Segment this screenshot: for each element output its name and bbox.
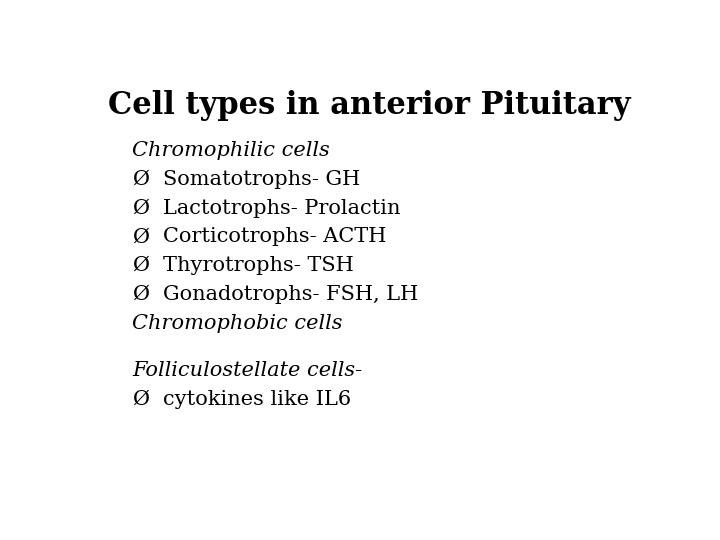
- Text: Ø: Ø: [132, 256, 149, 275]
- Text: Ø: Ø: [132, 285, 149, 304]
- Text: Thyrotrophs- TSH: Thyrotrophs- TSH: [163, 256, 354, 275]
- Text: Folliculostellate cells-: Folliculostellate cells-: [132, 361, 362, 380]
- Text: Chromophilic cells: Chromophilic cells: [132, 140, 330, 159]
- Text: Ø: Ø: [132, 227, 149, 246]
- Text: Ø: Ø: [132, 170, 149, 189]
- Text: Cell types in anterior Pituitary: Cell types in anterior Pituitary: [108, 90, 630, 121]
- Text: Lactotrophs- Prolactin: Lactotrophs- Prolactin: [163, 199, 400, 218]
- Text: Ø: Ø: [132, 389, 149, 409]
- Text: Corticotrophs- ACTH: Corticotrophs- ACTH: [163, 227, 386, 246]
- Text: Chromophobic cells: Chromophobic cells: [132, 314, 342, 333]
- Text: cytokines like IL6: cytokines like IL6: [163, 389, 351, 409]
- Text: Somatotrophs- GH: Somatotrophs- GH: [163, 170, 360, 189]
- Text: Ø: Ø: [132, 199, 149, 218]
- Text: Gonadotrophs- FSH, LH: Gonadotrophs- FSH, LH: [163, 285, 418, 304]
